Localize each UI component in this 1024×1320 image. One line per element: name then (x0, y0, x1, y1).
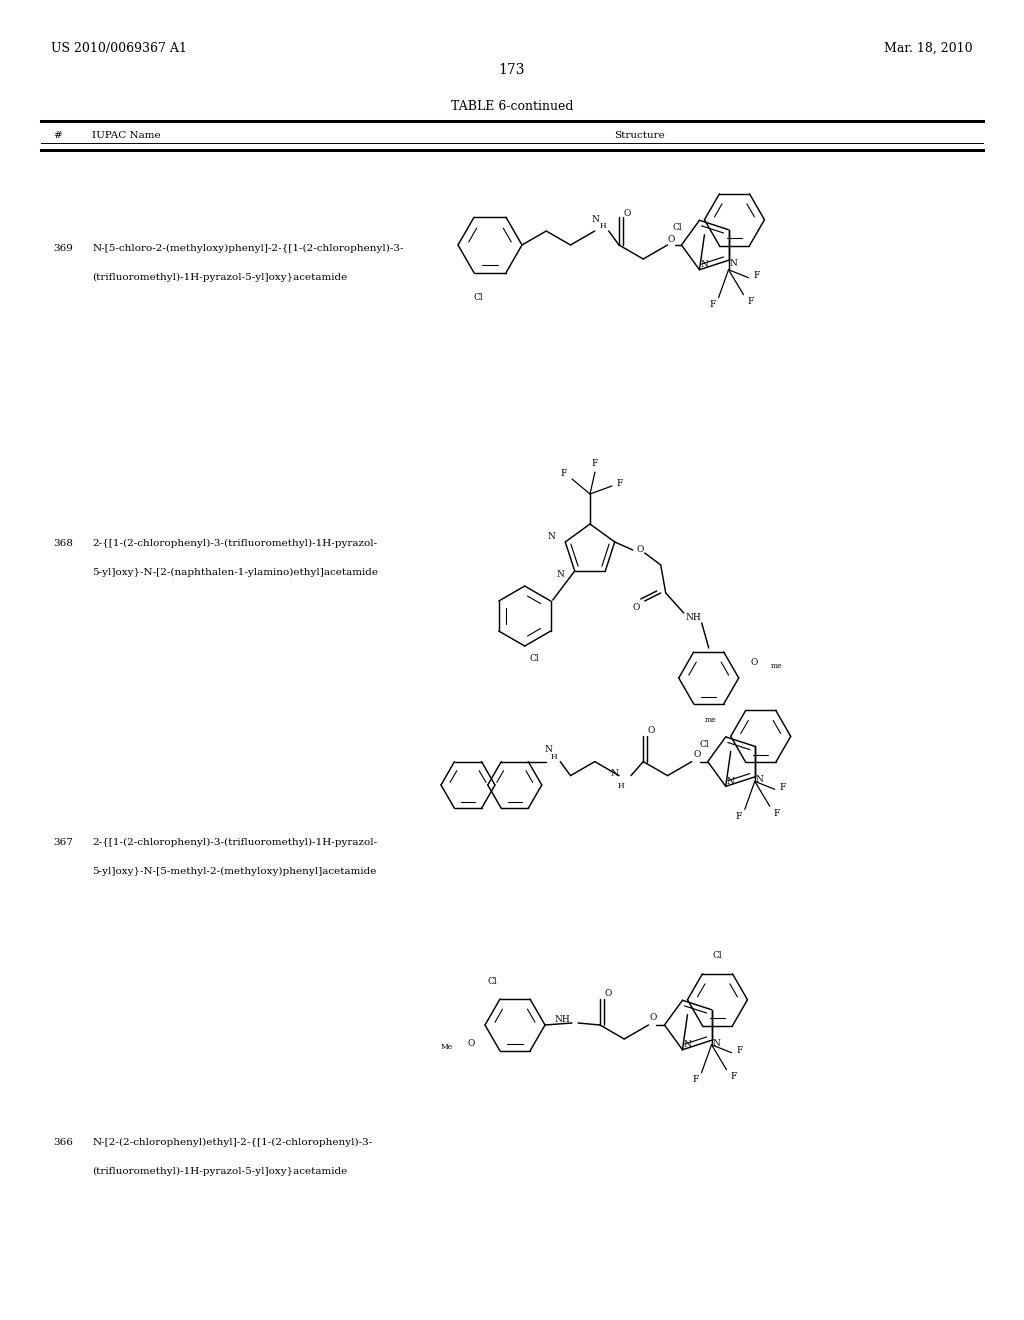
Text: F: F (592, 459, 598, 469)
Text: O: O (624, 209, 631, 218)
Text: F: F (736, 1047, 742, 1055)
Text: N: N (684, 1040, 691, 1049)
Text: F: F (730, 1072, 736, 1081)
Text: N: N (756, 775, 764, 784)
Text: O: O (636, 545, 643, 554)
Text: O: O (668, 235, 675, 243)
Text: (trifluoromethyl)-1H-pyrazol-5-yl]oxy}acetamide: (trifluoromethyl)-1H-pyrazol-5-yl]oxy}ac… (92, 1167, 347, 1176)
Text: Cl: Cl (473, 293, 482, 301)
Text: F: F (754, 271, 760, 280)
Text: 367: 367 (53, 838, 73, 847)
Text: TABLE 6-continued: TABLE 6-continued (451, 100, 573, 114)
Text: N: N (610, 770, 617, 777)
Text: US 2010/0069367 A1: US 2010/0069367 A1 (51, 42, 187, 55)
Text: NH: NH (686, 614, 701, 623)
Text: N: N (713, 1039, 721, 1048)
Text: F: F (773, 809, 780, 818)
Text: N: N (592, 214, 600, 223)
Text: Me: Me (440, 1043, 453, 1051)
Text: IUPAC Name: IUPAC Name (92, 131, 161, 140)
Text: Cl: Cl (713, 952, 722, 960)
Text: 368: 368 (53, 539, 73, 548)
Text: Cl: Cl (699, 739, 709, 748)
Text: Cl: Cl (673, 223, 682, 232)
Text: O: O (467, 1039, 475, 1048)
Text: O: O (750, 659, 758, 668)
Text: N: N (548, 532, 555, 541)
Text: N-[5-chloro-2-(methyloxy)phenyl]-2-{[1-(2-chlorophenyl)-3-: N-[5-chloro-2-(methyloxy)phenyl]-2-{[1-(… (92, 244, 403, 253)
Text: Cl: Cl (529, 653, 540, 663)
Text: F: F (710, 300, 716, 309)
Text: 369: 369 (53, 244, 73, 253)
Text: 5-yl]oxy}-N-[2-(naphthalen-1-ylamino)ethyl]acetamide: 5-yl]oxy}-N-[2-(naphthalen-1-ylamino)eth… (92, 568, 378, 577)
Text: me: me (705, 715, 717, 723)
Text: 2-{[1-(2-chlorophenyl)-3-(trifluoromethyl)-1H-pyrazol-: 2-{[1-(2-chlorophenyl)-3-(trifluoromethy… (92, 539, 377, 548)
Text: NH: NH (554, 1015, 570, 1024)
Text: #: # (53, 131, 62, 140)
Text: N: N (545, 744, 552, 754)
Text: N-[2-(2-chlorophenyl)ethyl]-2-{[1-(2-chlorophenyl)-3-: N-[2-(2-chlorophenyl)ethyl]-2-{[1-(2-chl… (92, 1138, 373, 1147)
Text: O: O (632, 603, 639, 612)
Text: O: O (647, 726, 655, 735)
Text: N: N (729, 259, 737, 268)
Text: 2-{[1-(2-chlorophenyl)-3-(trifluoromethyl)-1H-pyrazol-: 2-{[1-(2-chlorophenyl)-3-(trifluoromethy… (92, 838, 377, 847)
Text: N: N (727, 777, 734, 785)
Text: F: F (692, 1076, 698, 1084)
Text: O: O (604, 990, 611, 998)
Text: H: H (599, 222, 606, 230)
Text: F: F (779, 783, 786, 792)
Text: (trifluoromethyl)-1H-pyrazol-5-yl]oxy}acetamide: (trifluoromethyl)-1H-pyrazol-5-yl]oxy}ac… (92, 273, 347, 282)
Text: O: O (650, 1014, 657, 1023)
Text: 173: 173 (499, 63, 525, 78)
Text: H: H (617, 781, 625, 789)
Text: 366: 366 (53, 1138, 73, 1147)
Text: F: F (748, 297, 754, 306)
Text: F: F (616, 479, 624, 488)
Text: H: H (551, 752, 558, 760)
Text: N: N (557, 569, 564, 578)
Text: N: N (700, 260, 709, 269)
Text: 5-yl]oxy}-N-[5-methyl-2-(methyloxy)phenyl]acetamide: 5-yl]oxy}-N-[5-methyl-2-(methyloxy)pheny… (92, 867, 377, 876)
Text: me: me (771, 661, 782, 671)
Text: Mar. 18, 2010: Mar. 18, 2010 (884, 42, 973, 55)
Text: Cl: Cl (487, 978, 497, 986)
Text: O: O (693, 750, 700, 759)
Text: F: F (735, 812, 742, 821)
Text: F: F (561, 470, 567, 479)
Text: Structure: Structure (614, 131, 666, 140)
